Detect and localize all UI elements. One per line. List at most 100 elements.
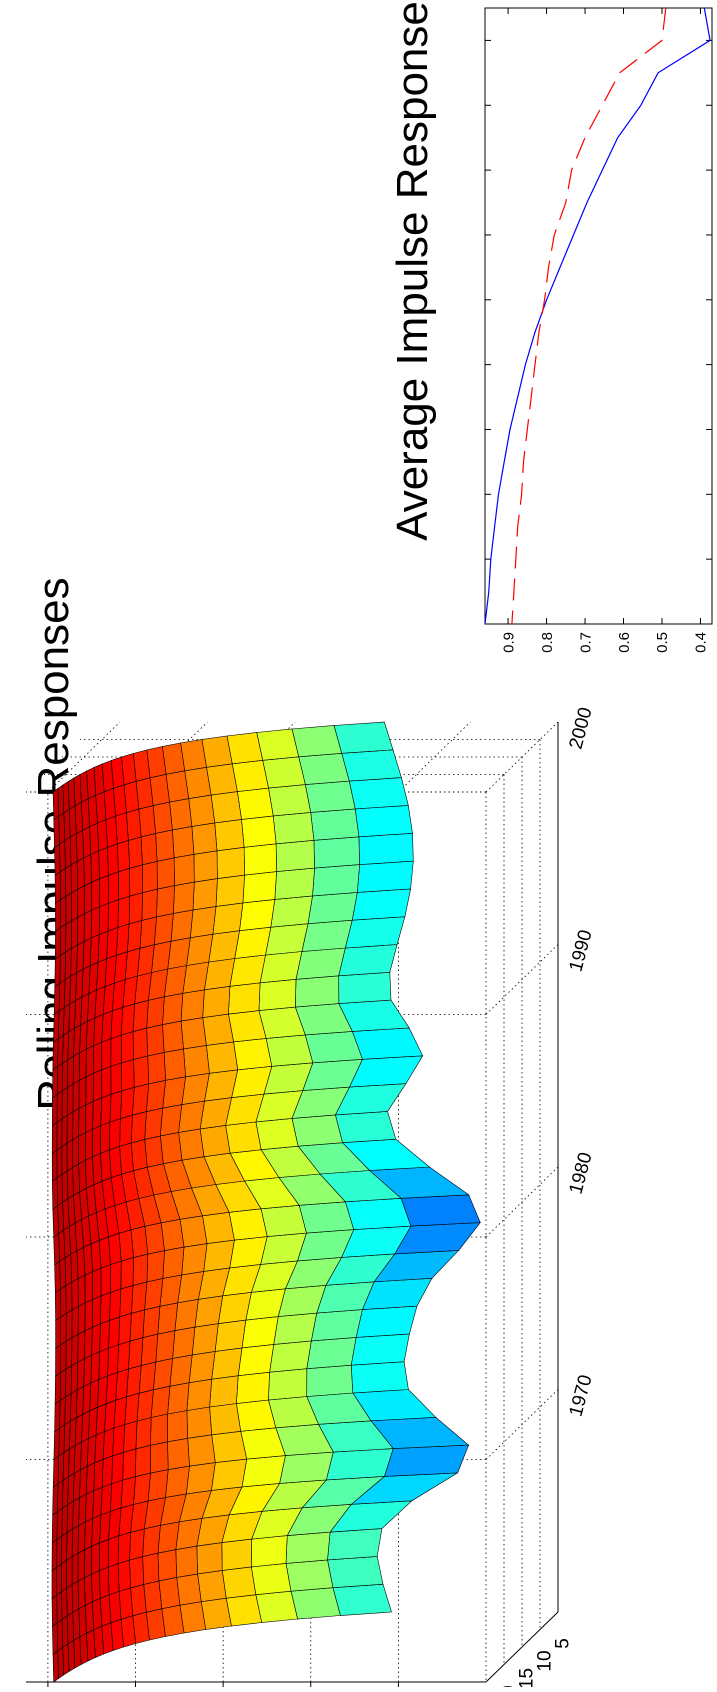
surface-patch <box>122 1448 137 1481</box>
surface-patch <box>54 1399 61 1433</box>
surface-patch <box>71 888 79 922</box>
surface-patch <box>242 871 277 904</box>
surface-patch <box>193 850 218 883</box>
surface-patch <box>59 840 66 873</box>
surface-patch <box>92 1041 103 1074</box>
surface-patch <box>274 867 315 900</box>
surface-patch <box>312 864 360 897</box>
surface-patch <box>71 1305 79 1339</box>
surface-patch <box>136 1389 154 1422</box>
surface-patch <box>105 815 118 848</box>
surface-patch <box>112 1424 126 1457</box>
y-tick-label: 0.5 <box>654 632 671 653</box>
x-tick-label: 18 <box>715 551 717 568</box>
surface-patch <box>72 1079 80 1113</box>
surface-patch <box>142 1524 161 1557</box>
x-tick-label: 4 <box>715 101 717 109</box>
surface-patch <box>202 1013 234 1046</box>
surface-patch <box>306 1337 357 1370</box>
surface-patch <box>158 1577 181 1610</box>
surface-patch <box>60 1285 67 1318</box>
surface-patch <box>109 1118 121 1151</box>
surface-patch <box>167 1437 190 1470</box>
surface-patch <box>54 927 61 960</box>
surface-patch <box>259 951 303 984</box>
surface-patch <box>100 1093 112 1127</box>
surface-patch <box>144 1222 165 1255</box>
surface-patch <box>186 933 214 966</box>
surface-patch <box>234 926 272 959</box>
surface-patch <box>265 923 309 956</box>
surface-patch <box>188 1351 216 1384</box>
surface-patch <box>146 996 165 1029</box>
surface-patch <box>237 1344 275 1377</box>
surface-patch <box>98 1347 109 1380</box>
surface-patch <box>91 878 101 911</box>
surface-patch <box>92 1267 102 1300</box>
surface-patch <box>186 1378 213 1411</box>
surface-patch <box>236 1371 270 1404</box>
surface-patch <box>159 1104 183 1137</box>
surface-patch <box>53 982 61 1016</box>
surface-patch <box>350 1361 409 1394</box>
surface-patch <box>197 1570 227 1603</box>
x-tick-label: 20 <box>715 616 717 633</box>
surface-patch <box>64 947 72 981</box>
surface-patch <box>132 1027 149 1060</box>
surface-patch <box>51 1566 58 1600</box>
surface-patch <box>279 1451 334 1484</box>
surface-patch <box>167 1410 189 1443</box>
surface-patch <box>54 843 61 876</box>
surface-patch <box>78 1159 87 1193</box>
surface-patch <box>250 1535 288 1568</box>
surface-patch <box>185 1462 216 1495</box>
surface-patch <box>92 1069 102 1102</box>
surface-patch <box>76 1358 85 1391</box>
surface-patch <box>179 1601 207 1634</box>
surface-patch <box>84 1517 93 1551</box>
surface-patch <box>211 1347 243 1380</box>
surface-patch <box>120 1003 136 1036</box>
surface-patch <box>127 919 143 953</box>
surface-patch <box>51 1594 58 1627</box>
surface-patch <box>59 867 67 901</box>
surface-patch <box>165 1465 190 1498</box>
surface-patch <box>132 999 149 1032</box>
surface-patch <box>91 1570 101 1603</box>
surface-patch <box>153 1358 173 1391</box>
surface-patch <box>70 944 78 977</box>
surface-patch <box>214 819 245 852</box>
surface-patch <box>56 1591 63 1624</box>
surface-patch <box>165 770 190 803</box>
surface-patch <box>109 1145 122 1179</box>
surface-patch <box>355 1305 418 1338</box>
surface-patch <box>184 766 212 799</box>
y-tick-label: 0.9 <box>500 632 517 653</box>
surface-patch <box>109 1479 124 1512</box>
surface-patch <box>186 1406 213 1439</box>
surface-patch <box>115 812 129 845</box>
surface-patch <box>76 857 85 890</box>
surface-patch <box>99 1510 111 1544</box>
surface-patch <box>78 1104 87 1137</box>
surface-patch <box>51 1121 58 1155</box>
surface-patch <box>54 954 61 988</box>
surface-patch <box>202 985 231 1018</box>
surface-patch <box>117 895 131 928</box>
surface-patch <box>61 1170 69 1203</box>
surface-patch <box>61 1504 68 1537</box>
surface-patch <box>172 1326 196 1359</box>
surface-patch <box>59 951 66 984</box>
surface-patch <box>214 1319 247 1352</box>
surface-patch <box>71 1524 79 1558</box>
surface-patch <box>239 899 276 932</box>
surface-patch <box>128 892 144 925</box>
surface-patch <box>56 1146 63 1179</box>
surface-patch <box>173 853 195 886</box>
surface-patch <box>120 1031 134 1064</box>
surface-patch <box>192 878 218 911</box>
surface-patch <box>99 1566 110 1599</box>
surface-patch <box>306 1364 354 1397</box>
surface-chart: 0.20.40.60.8151015201970198019902000 <box>26 705 597 1692</box>
surface-patch <box>155 1330 176 1363</box>
